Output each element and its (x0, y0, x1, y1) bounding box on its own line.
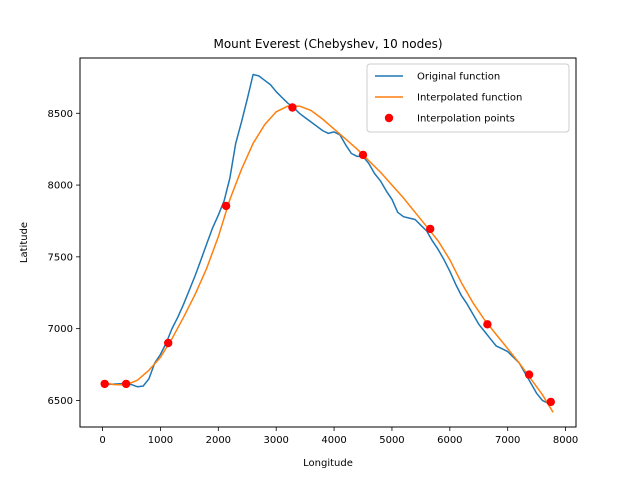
interpolation-point (524, 370, 534, 379)
series-line-2 (101, 105, 554, 413)
legend-box (366, 63, 570, 133)
legend: Original function Interpolated function In… (366, 63, 570, 133)
y-tick-label: 8500 (48, 109, 73, 120)
y-tick-label: 6500 (48, 396, 73, 407)
y-tick-label: 8000 (48, 181, 73, 192)
x-tick-label: 4000 (321, 435, 346, 446)
y-tick-label: 7500 (48, 252, 73, 263)
interpolation-point (483, 320, 492, 329)
x-tick-label: 6000 (437, 435, 462, 446)
x-tick-label: 0 (99, 435, 105, 446)
x-tick-label: 5000 (379, 435, 404, 446)
x-tick-label: 7000 (495, 435, 520, 446)
interpolation-point (288, 103, 297, 112)
plot-area (100, 73, 555, 413)
interpolation-point (100, 379, 109, 389)
x-axis-ticks: 0 1000 2000 3000 4000 5000 6000 7000 8000 (99, 427, 578, 446)
x-tick-label: 1000 (148, 435, 173, 446)
legend-label: Interpolation points (417, 114, 515, 125)
interpolation-point (546, 397, 555, 407)
x-tick-label: 8000 (553, 435, 578, 446)
x-tick-label: 3000 (263, 435, 288, 446)
interpolation-point (426, 224, 435, 234)
plot-border (79, 57, 577, 428)
legend-label: Interpolated function (417, 93, 522, 104)
y-axis-label: Latitude (19, 222, 30, 263)
interpolation-point (121, 379, 131, 389)
interpolation-point (358, 150, 368, 160)
interpolation-point (221, 201, 231, 211)
y-axis-ticks: 6500 7000 7500 8000 8500 (48, 109, 80, 407)
x-tick-label: 2000 (206, 435, 231, 446)
interpolation-point (164, 338, 173, 348)
chart-title: Mount Everest (Chebyshev, 10 nodes) (213, 37, 442, 51)
series-line-1 (101, 73, 554, 406)
y-tick-label: 7000 (48, 324, 73, 335)
x-axis-label: Longitude (303, 458, 353, 469)
legend-label: Original function (417, 72, 500, 83)
legend-point-swatch (384, 113, 394, 123)
